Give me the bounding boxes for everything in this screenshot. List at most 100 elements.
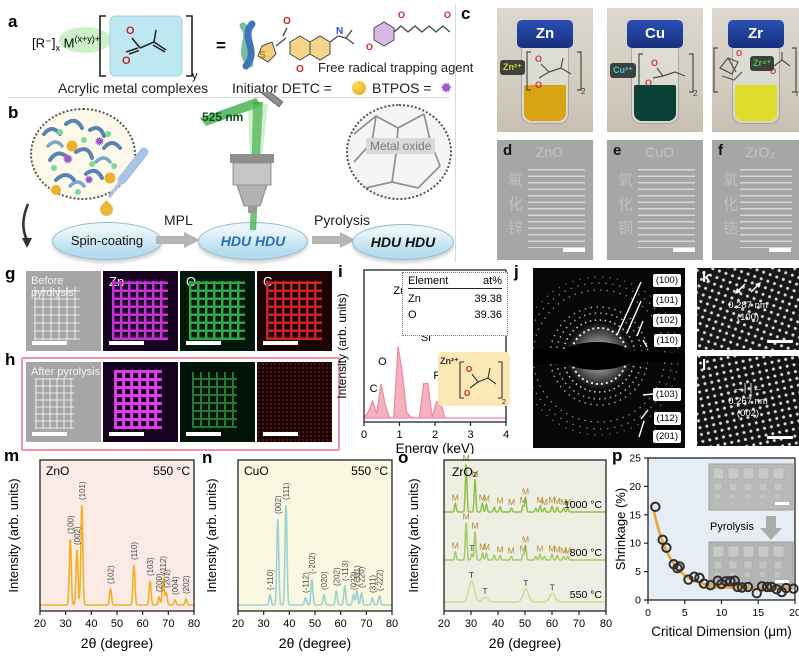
after-pyrolysis-border xyxy=(21,357,340,451)
sem-panel-zno: d ZnO 氧化锌 xyxy=(497,140,593,260)
svg-text:(311): (311) xyxy=(368,575,377,593)
substrate-pyrolyzed: HDU HDU xyxy=(352,224,454,260)
svg-text:10: 10 xyxy=(629,538,641,550)
hdu-printed-label: HDU HDU xyxy=(220,233,286,249)
sem-cn-label: 氧化锆 xyxy=(721,172,738,244)
svg-text:70: 70 xyxy=(162,618,174,630)
svg-text:M: M xyxy=(541,497,548,507)
grid-pattern xyxy=(112,280,168,340)
svg-text:Intensity (arb. units): Intensity (arb. units) xyxy=(204,478,219,592)
hrtem-l: l →| |← 0.267 nm (002) xyxy=(697,356,799,446)
panel-label-e: e xyxy=(613,142,622,159)
cell: Zn xyxy=(408,293,421,305)
scale-bar xyxy=(109,432,144,437)
grid-pattern xyxy=(189,280,245,340)
btpos-star-icon: ✹ xyxy=(440,80,453,97)
svg-text:(002): (002) xyxy=(274,495,283,514)
panel-label-p: p xyxy=(612,446,623,465)
svg-text:M: M xyxy=(452,541,459,551)
svg-text:M: M xyxy=(483,493,490,503)
svg-text:M: M xyxy=(520,495,527,505)
sem-panel-zro2: f ZrO₂ 氧化锆 xyxy=(712,140,799,260)
scale-bar xyxy=(263,432,298,437)
atom-o: O xyxy=(736,49,742,58)
svg-text:2θ (degree): 2θ (degree) xyxy=(81,635,153,651)
detc-dot-icon xyxy=(352,81,366,95)
panel-label-c: c xyxy=(461,4,471,23)
cell: 39.38 xyxy=(474,293,502,305)
svg-text:T: T xyxy=(469,543,474,553)
formula-metal: M xyxy=(63,35,75,51)
svg-text:(110): (110) xyxy=(130,542,139,560)
atom-o: O xyxy=(398,10,405,20)
svg-text:Pyrolysis: Pyrolysis xyxy=(710,521,755,533)
svg-text:(-112): (-112) xyxy=(302,572,311,593)
svg-text:Si: Si xyxy=(421,332,431,344)
panel-label-j: j xyxy=(514,262,519,281)
svg-text:M: M xyxy=(554,496,561,506)
svg-text:20: 20 xyxy=(789,607,799,619)
ring-label: (101) xyxy=(652,294,681,307)
edx-table-row: Zn 39.38 xyxy=(408,293,502,305)
svg-text:M: M xyxy=(522,534,529,544)
eds-map-zn: Zn xyxy=(103,271,178,351)
ion-badge: Zn²⁺ xyxy=(500,60,525,75)
sem-before-pyrolysis: Before pyrolysis xyxy=(26,271,101,351)
ring-label: (110) xyxy=(653,334,681,347)
before-pyrolysis-tag: Before pyrolysis xyxy=(31,275,74,299)
grid-pattern xyxy=(33,287,80,340)
svg-text:70: 70 xyxy=(573,618,585,630)
sem-cn-label: 氧化铜 xyxy=(616,172,633,244)
scale-bar xyxy=(186,341,221,346)
svg-text:M: M xyxy=(522,487,529,497)
eds-map-zn-after xyxy=(103,362,178,442)
panel-label-g: g xyxy=(5,264,16,283)
svg-text:(111): (111) xyxy=(282,482,291,500)
svg-text:M: M xyxy=(554,544,561,554)
svg-text:M: M xyxy=(463,512,470,522)
eds-map-o-after xyxy=(180,362,255,442)
edx-table-row: O 39.36 xyxy=(408,309,502,321)
svg-text:O: O xyxy=(464,389,470,398)
atom-o: O xyxy=(535,80,542,90)
svg-text:T: T xyxy=(482,586,487,596)
svg-text:(-113): (-113) xyxy=(341,560,350,581)
svg-text:M: M xyxy=(548,543,555,553)
after-pyrolysis-tag: After pyrolysis xyxy=(31,366,101,378)
svg-text:15: 15 xyxy=(752,607,764,619)
precursor-inset-art: ✹ ✹ ✹ xyxy=(42,118,122,195)
svg-text:20: 20 xyxy=(232,618,244,630)
svg-text:(-202): (-202) xyxy=(308,552,317,574)
vial-cap-label: Zr xyxy=(727,20,784,48)
vial-liquid xyxy=(734,85,777,121)
svg-text:(202): (202) xyxy=(332,567,341,586)
laser-wavelength-label: 525 nm xyxy=(202,110,244,124)
saed-rings xyxy=(533,276,685,438)
svg-text:(112): (112) xyxy=(159,556,168,574)
grating-lines xyxy=(527,168,586,248)
hdu-oxide-label: HDU HDU xyxy=(370,234,436,250)
svg-text:(103): (103) xyxy=(146,557,155,576)
atom-s: S xyxy=(259,50,266,61)
col-element: Element xyxy=(408,275,449,287)
svg-text:M: M xyxy=(472,520,479,530)
separator-a-b xyxy=(8,97,450,98)
svg-text:M: M xyxy=(479,492,486,502)
zn-structure-inset: Zn²⁺ O O 2 xyxy=(438,352,510,406)
caption-acrylic: Acrylic metal complexes xyxy=(58,80,209,96)
svg-text:5: 5 xyxy=(635,566,641,578)
svg-text:M: M xyxy=(560,497,567,507)
metal-complex-formula: [R⁻]x M(x+y)+ xyxy=(32,34,100,53)
eds-map-o: O xyxy=(180,271,255,351)
svg-text:✹: ✹ xyxy=(94,134,105,149)
ring-label: (201) xyxy=(652,430,681,443)
panel-label-d: d xyxy=(503,142,513,159)
svg-text:(020): (020) xyxy=(320,571,329,590)
svg-text:10: 10 xyxy=(716,607,728,619)
svg-text:T: T xyxy=(469,570,474,580)
sem-title: ZrO₂ xyxy=(745,144,776,160)
svg-text:Intensity (arb. units): Intensity (arb. units) xyxy=(406,478,421,592)
svg-text:0: 0 xyxy=(361,429,367,441)
svg-text:60: 60 xyxy=(335,618,347,630)
